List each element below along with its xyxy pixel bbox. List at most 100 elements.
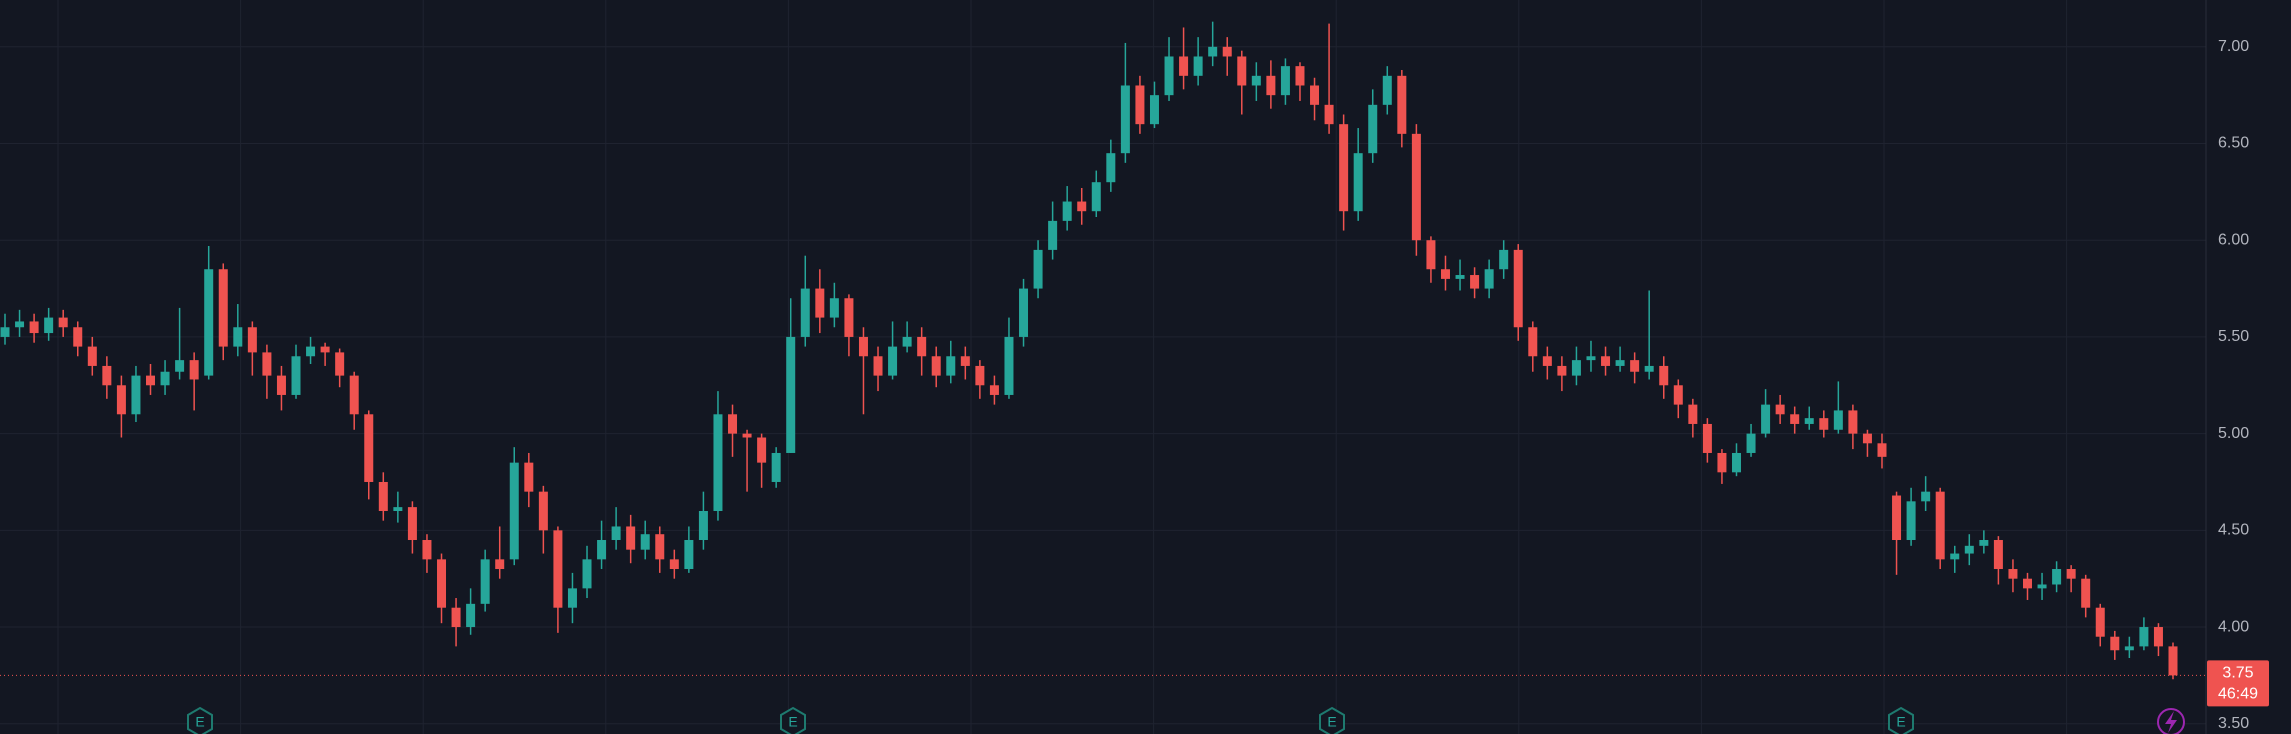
candle-body — [1993, 540, 2003, 570]
candle-body — [247, 327, 257, 353]
candle-body — [1120, 85, 1130, 154]
candle-body — [320, 346, 330, 353]
candle-body — [858, 336, 868, 357]
candle-body — [1455, 275, 1465, 279]
candle-body — [728, 414, 738, 434]
candle-body — [611, 526, 621, 541]
candle-body — [2110, 636, 2120, 651]
candle-body — [1368, 104, 1378, 154]
candle-body — [640, 534, 650, 550]
dividend-bolt — [2165, 711, 2177, 733]
candle-body — [800, 288, 810, 337]
candle-body — [1353, 153, 1363, 212]
candle-body — [1746, 433, 1756, 453]
candle-body — [1193, 56, 1203, 76]
candle-body — [655, 534, 665, 560]
candle-body — [2124, 646, 2134, 651]
candle-body — [684, 540, 694, 570]
candle-body — [1091, 182, 1101, 212]
candle-body — [1048, 220, 1058, 250]
candle-body — [1033, 249, 1043, 289]
candle-body — [437, 559, 447, 608]
candle-body — [1411, 133, 1421, 241]
y-tick-label: 5.00 — [2218, 425, 2249, 442]
last-price-box — [2207, 660, 2269, 707]
candle-body — [1601, 356, 1611, 366]
candle-body — [0, 327, 10, 337]
candle-body — [626, 526, 636, 550]
candle-body — [364, 414, 374, 482]
candle-body — [102, 365, 112, 386]
candle-body — [1324, 104, 1334, 125]
countdown: 46:49 — [2218, 686, 2258, 703]
candle-body — [989, 385, 999, 395]
candle-body — [1237, 56, 1247, 86]
candle-body — [131, 375, 141, 415]
event-label: E — [1896, 714, 1905, 730]
candle-body — [786, 336, 796, 453]
event-label: E — [195, 714, 204, 730]
candle-body — [844, 298, 854, 337]
candle-body — [1761, 404, 1771, 434]
candle-body — [175, 360, 185, 372]
candle-body — [888, 346, 898, 376]
candle-body — [349, 375, 359, 415]
event-label: E — [788, 714, 797, 730]
candle-body — [1382, 75, 1392, 105]
candle-body — [946, 356, 956, 376]
candle-body — [1397, 75, 1407, 134]
candle-body — [1775, 404, 1785, 415]
y-tick-label: 6.00 — [2218, 231, 2249, 248]
candle-body — [1906, 501, 1916, 541]
candle-body — [815, 288, 825, 318]
candle-body — [873, 356, 883, 376]
candle-body — [1295, 66, 1305, 86]
candle-body — [1208, 46, 1218, 57]
candle-body — [1688, 404, 1698, 424]
candle-body — [1586, 356, 1596, 361]
candle-body — [1149, 95, 1159, 125]
candle-body — [1673, 385, 1683, 405]
candle-body — [1164, 56, 1174, 96]
candle-body — [582, 559, 592, 589]
candle-body — [1557, 365, 1567, 376]
candle-body — [1804, 418, 1814, 424]
candle-body — [1251, 75, 1261, 86]
candle-body — [917, 336, 927, 357]
candle-body — [189, 360, 199, 380]
candle-body — [698, 510, 708, 541]
candle-body — [509, 462, 519, 560]
candle-body — [44, 317, 54, 334]
candle-body — [1280, 66, 1290, 96]
candle-body — [1892, 495, 1902, 541]
candle-body — [1979, 540, 1989, 546]
candle-body — [393, 507, 403, 511]
candle-body — [1862, 433, 1872, 444]
candle-body — [902, 336, 912, 347]
candle-body — [1717, 452, 1727, 473]
candle-body — [2168, 646, 2178, 676]
y-tick-label: 4.50 — [2218, 522, 2249, 539]
candle-body — [713, 414, 723, 511]
candle-body — [1062, 201, 1072, 221]
candle-body — [2095, 607, 2105, 637]
candle-body — [2153, 627, 2163, 647]
candle-body — [1484, 269, 1494, 289]
candle-body — [771, 452, 781, 482]
event-marker — [1319, 706, 1345, 734]
candle-body — [829, 298, 839, 318]
candle-body — [1266, 75, 1276, 96]
candle-body — [1877, 443, 1887, 457]
y-tick-label: 6.50 — [2218, 135, 2249, 152]
candle-body — [1135, 85, 1145, 125]
candle-body — [2081, 578, 2091, 608]
candle-body — [975, 365, 985, 386]
event-label: E — [1327, 714, 1336, 730]
candle-body — [1499, 249, 1509, 270]
candle-body — [1630, 360, 1640, 372]
candle-body — [160, 371, 170, 386]
candle-body — [451, 607, 461, 628]
candle-body — [1513, 249, 1523, 328]
